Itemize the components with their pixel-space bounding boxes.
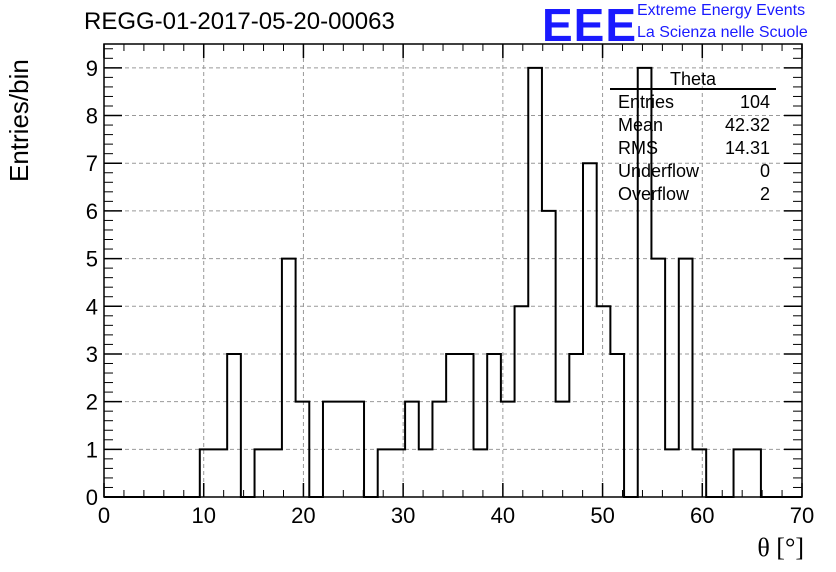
x-tick-label: 0 bbox=[98, 503, 110, 528]
x-tick-label: 10 bbox=[191, 503, 215, 528]
stats-row-underflow: Underflow 0 bbox=[610, 159, 776, 182]
y-tick-label: 9 bbox=[86, 56, 98, 81]
histogram-line bbox=[104, 66, 802, 498]
y-tick-label: 7 bbox=[86, 151, 98, 176]
eee-logo: EEE bbox=[542, 0, 638, 51]
x-tick-label: 60 bbox=[690, 503, 714, 528]
y-tick-label: 4 bbox=[86, 294, 98, 319]
stats-box: Theta Entries 104 Mean 42.32 RMS 14.31 U… bbox=[610, 66, 776, 205]
y-tick-label: 3 bbox=[86, 342, 98, 367]
x-tick-label: 40 bbox=[491, 503, 515, 528]
stats-row-overflow: Overflow 2 bbox=[610, 182, 776, 205]
stats-label: Overflow bbox=[618, 184, 690, 204]
axis-ticks bbox=[103, 44, 803, 498]
stats-value: 42.32 bbox=[724, 115, 770, 135]
stats-value: 14.31 bbox=[724, 138, 770, 158]
x-tick-label: 20 bbox=[291, 503, 315, 528]
y-axis-label: Entries/bin bbox=[4, 59, 34, 182]
stats-label: RMS bbox=[618, 138, 658, 158]
y-tick-label: 6 bbox=[86, 199, 98, 224]
plot-frame bbox=[103, 43, 803, 498]
y-tick-label: 1 bbox=[86, 437, 98, 462]
x-tick-label: 50 bbox=[590, 503, 614, 528]
stats-row-mean: Mean 42.32 bbox=[610, 113, 776, 136]
stats-label: Underflow bbox=[618, 161, 700, 181]
stats-title: Theta bbox=[610, 66, 776, 90]
y-tick-label: 0 bbox=[86, 485, 98, 510]
stats-row-rms: RMS 14.31 bbox=[610, 136, 776, 159]
y-tick-labels: 0 1 2 3 4 5 6 7 8 9 bbox=[86, 56, 98, 510]
stats-row-entries: Entries 104 bbox=[610, 90, 776, 113]
chart-title: REGG-01-2017-05-20-00063 bbox=[84, 8, 395, 35]
stats-value: 104 bbox=[739, 92, 770, 112]
logo-line-2: La Scienza nelle Scuole bbox=[637, 24, 808, 41]
y-tick-label: 2 bbox=[86, 390, 98, 415]
x-tick-label: 30 bbox=[391, 503, 415, 528]
x-tick-labels: 0 10 20 30 40 50 60 70 bbox=[98, 503, 814, 528]
stats-value: 2 bbox=[759, 184, 770, 204]
stats-label: Mean bbox=[618, 115, 664, 135]
stats-value: 0 bbox=[759, 161, 770, 181]
x-tick-label: 70 bbox=[790, 503, 814, 528]
x-axis-label: θ [°] bbox=[757, 533, 804, 562]
y-tick-label: 5 bbox=[86, 247, 98, 272]
logo-line-1: Extreme Energy Events bbox=[637, 2, 806, 19]
y-tick-label: 8 bbox=[86, 104, 98, 129]
stats-label: Entries bbox=[618, 92, 675, 112]
